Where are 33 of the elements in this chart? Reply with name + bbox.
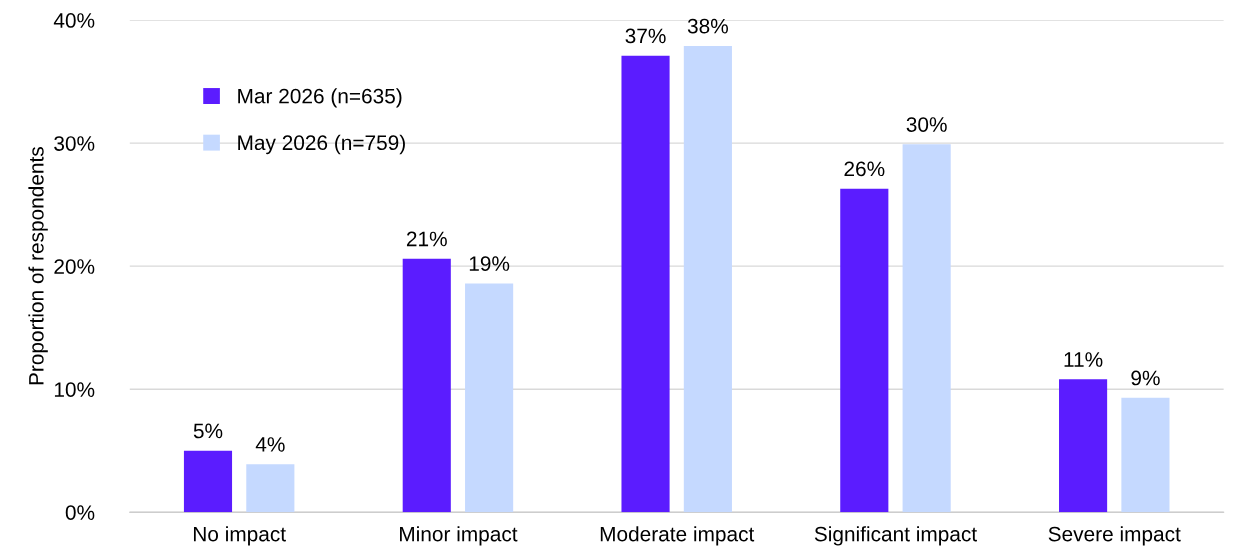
x-tick-label: Moderate impact xyxy=(600,526,755,546)
data-label: 37% xyxy=(625,28,666,44)
bar xyxy=(246,464,295,513)
data-label: 21% xyxy=(406,231,447,247)
x-tick-label: Severe impact xyxy=(1048,526,1181,546)
legend-label: May 2026 (n=759) xyxy=(238,134,405,155)
y-tick-label: 0% xyxy=(65,505,95,520)
bar xyxy=(465,283,514,513)
x-tick-label: Significant impact xyxy=(814,526,977,546)
x-tick-label: No impact xyxy=(193,526,286,546)
data-label: 26% xyxy=(844,161,885,177)
data-label: 30% xyxy=(906,117,947,132)
data-label: 4% xyxy=(255,437,285,452)
data-label: 11% xyxy=(1064,352,1103,367)
data-label: 19% xyxy=(469,256,510,271)
data-label: 5% xyxy=(193,423,223,439)
bar xyxy=(1059,379,1108,513)
bar xyxy=(402,258,451,513)
y-tick-label: 20% xyxy=(54,259,95,274)
bar xyxy=(902,144,951,513)
y-tick-label: 10% xyxy=(54,382,95,397)
bar xyxy=(621,55,670,513)
bar xyxy=(1121,397,1170,513)
data-label: 9% xyxy=(1131,370,1160,386)
bar xyxy=(840,188,889,513)
data-label: 38% xyxy=(687,18,728,34)
y-axis-title: Proportion of respondents xyxy=(28,147,48,385)
y-tick-label: 40% xyxy=(53,13,95,28)
y-tick-label: 30% xyxy=(54,136,95,151)
bar xyxy=(183,450,233,513)
bar xyxy=(683,45,732,513)
x-tick-label: Minor impact xyxy=(400,526,518,546)
legend-label: Mar 2026 (n=635) xyxy=(238,88,402,108)
